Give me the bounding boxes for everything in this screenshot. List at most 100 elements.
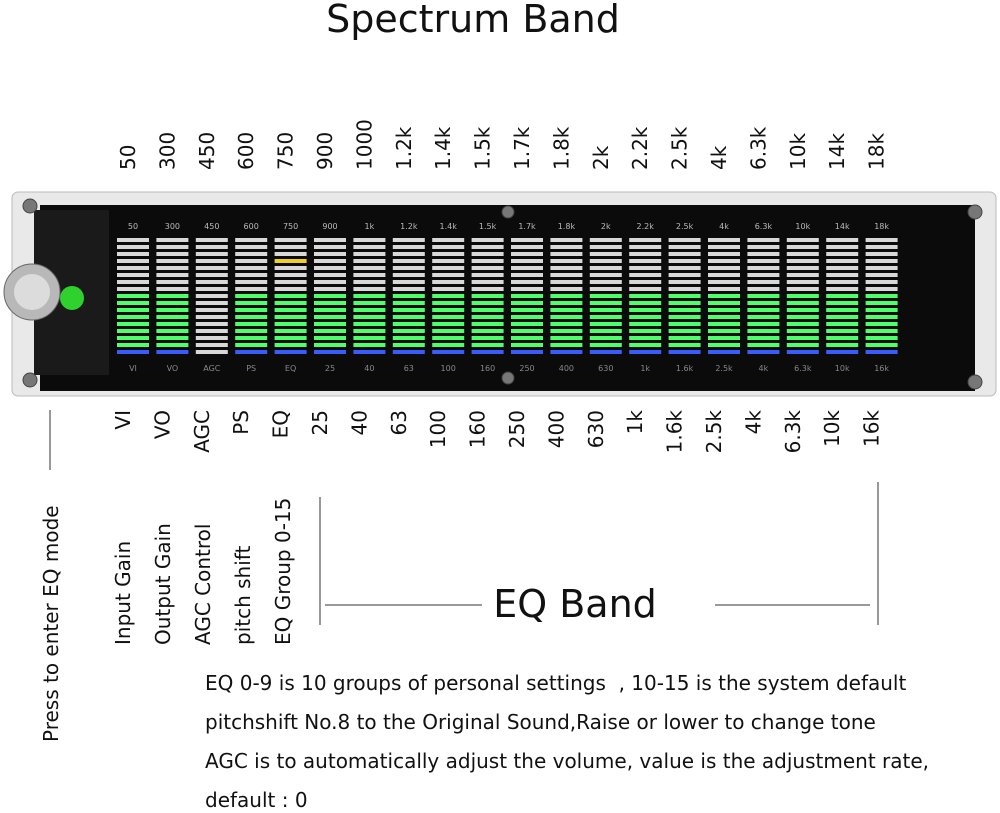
led [195,301,228,305]
led [629,280,662,284]
led [353,308,386,312]
knob-led [60,286,84,310]
led [235,322,268,326]
led [471,350,504,354]
led [432,329,465,333]
led [195,315,228,319]
band-frequency: 1.2k [392,126,416,170]
led [629,259,662,263]
led [195,238,228,242]
led [786,301,819,305]
led [432,350,465,354]
led [511,301,543,305]
led [826,350,859,354]
led [708,280,740,284]
led [511,252,543,256]
led [865,322,898,326]
led [432,252,465,256]
led [629,287,662,291]
led [865,245,898,249]
led [471,287,504,291]
led [156,266,189,270]
led [353,252,386,256]
led [708,238,740,242]
led [629,350,662,354]
led [708,273,740,277]
eq-label: 1k [623,410,647,435]
led [471,245,504,249]
led [550,252,583,256]
led [747,238,780,242]
led [589,315,622,319]
led [156,294,189,298]
led [117,280,149,284]
screws [22,198,983,390]
led [392,315,425,319]
led [235,259,268,263]
led [353,301,386,305]
led [708,266,740,270]
led [432,343,465,347]
led [471,294,504,298]
led [708,350,740,354]
description: AGC Control [191,524,215,645]
led [195,266,228,270]
led [156,301,189,305]
description: pitch shift [231,546,255,645]
band-frequency: 2.2k [628,126,652,170]
led [471,280,504,284]
led [865,273,898,277]
led [156,329,189,333]
led [392,259,425,263]
led [786,252,819,256]
led [353,315,386,319]
panel-top-label: 18k [874,222,889,231]
led [786,336,819,340]
eq-label: 250 [505,410,529,448]
led [314,252,346,256]
eq-band-label: EQ Band [493,582,657,626]
panel-bottom-label: 25 [325,364,335,373]
eq-label: 400 [544,410,568,448]
led [314,238,346,242]
led [471,252,504,256]
panel-top-label: 50 [128,222,138,231]
led [865,287,898,291]
band-frequency: 1.8k [549,126,573,170]
led [708,245,740,249]
led [708,343,740,347]
led [432,266,465,270]
led [235,238,268,242]
led [550,308,583,312]
led [786,287,819,291]
eq-label: 1.6k [663,410,687,454]
led [511,266,543,270]
led [195,252,228,256]
led [550,280,583,284]
led [786,273,819,277]
led [550,322,583,326]
led [629,294,662,298]
panel-top-label: 1k [365,222,375,231]
led [550,238,583,242]
led [589,308,622,312]
led [550,245,583,249]
led [826,238,859,242]
panel-bottom-label: 1.6k [676,364,694,373]
led [156,322,189,326]
panel-bottom-label: VI [129,364,137,373]
eq-label: 16k [860,410,884,447]
led [865,343,898,347]
led [629,329,662,333]
led-matrix [117,238,898,354]
led [117,350,149,354]
panel-top-label: 4k [719,222,729,231]
led [589,273,622,277]
led [274,308,307,312]
panel-bottom-label: 630 [598,364,613,373]
led [314,294,346,298]
led [235,343,268,347]
led [550,294,583,298]
led [786,308,819,312]
description: Input Gain [111,541,135,645]
